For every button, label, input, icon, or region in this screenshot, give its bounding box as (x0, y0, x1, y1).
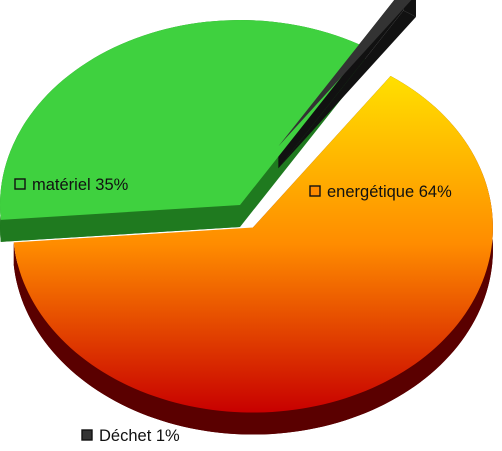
slice-labels: energétique 64% matériel 35% Déchet 1% (14, 176, 452, 445)
label-text-materiel: matériel 35% (32, 176, 129, 194)
legend-marker-energetique (309, 185, 321, 197)
label-text-energetique: energétique 64% (327, 183, 452, 201)
slice-wall-materiel (0, 205, 240, 242)
slice-side-dechet (278, 10, 416, 169)
slice-label-materiel: matériel 35% (14, 176, 129, 194)
slice-label-energetique: energétique 64% (309, 183, 452, 201)
slice-dechet (278, 0, 412, 147)
slice-label-dechet: Déchet 1% (81, 427, 180, 445)
slice-energetique (13, 76, 493, 413)
slice-materiel (0, 20, 366, 220)
legend-marker-materiel (14, 178, 26, 190)
label-text-dechet: Déchet 1% (99, 427, 180, 445)
legend-marker-dechet (81, 429, 93, 441)
slice-tops (0, 0, 493, 413)
